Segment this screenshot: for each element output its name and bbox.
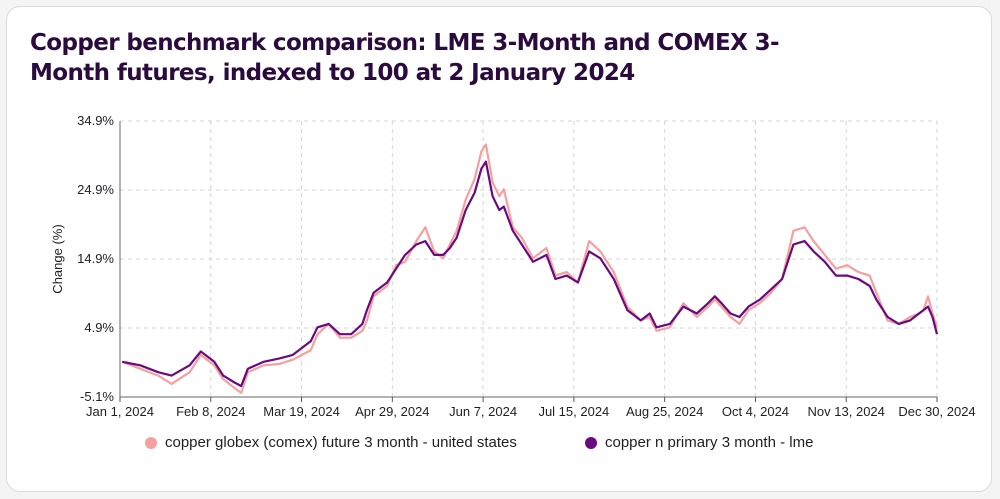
y-tick-label: 14.9% [77, 251, 114, 266]
grid-lines [119, 120, 938, 398]
x-tick-label: Jan 1, 2024 [86, 404, 154, 419]
legend-swatch-lme [585, 436, 597, 449]
x-tick-label: Dec 30, 2024 [898, 404, 975, 419]
legend-swatch-comex [145, 436, 157, 449]
series-lines [121, 143, 939, 394]
y-tick-label: 4.9% [84, 320, 114, 335]
x-tick-label: Apr 29, 2024 [355, 404, 429, 419]
legend-label-comex: copper globex (comex) future 3 month - u… [165, 434, 517, 451]
x-tick-label: Aug 25, 2024 [626, 404, 703, 419]
axes: 34.9% 24.9% 14.9% 4.9% -5.1%Jan 1, 2024 Feb 8… [77, 113, 976, 419]
chart-title: Copper benchmark comparison: LME 3-Month… [30, 30, 780, 86]
chart-card [6, 6, 992, 492]
legend-item-lme[interactable]: copper n primary 3 month - lme [585, 434, 813, 451]
x-tick-label: Jul 15, 2024 [538, 404, 609, 419]
y-axis-label: Change (%) [50, 224, 65, 293]
x-tick-label: Feb 8, 2024 [176, 404, 245, 419]
x-tick-label: Nov 13, 2024 [808, 404, 885, 419]
series-line-0 [121, 143, 939, 394]
x-tick-label: Jun 7, 2024 [449, 404, 517, 419]
legend-item-comex[interactable]: copper globex (comex) future 3 month - u… [145, 434, 517, 451]
x-tick-label: Oct 4, 2024 [722, 404, 789, 419]
y-tick-label: 24.9% [77, 182, 114, 197]
series-line-1 [121, 160, 939, 388]
y-tick-label: -5.1% [80, 389, 114, 404]
x-tick-label: Mar 19, 2024 [263, 404, 340, 419]
legend-label-lme: copper n primary 3 month - lme [605, 434, 814, 451]
y-tick-label: 34.9% [77, 113, 114, 128]
